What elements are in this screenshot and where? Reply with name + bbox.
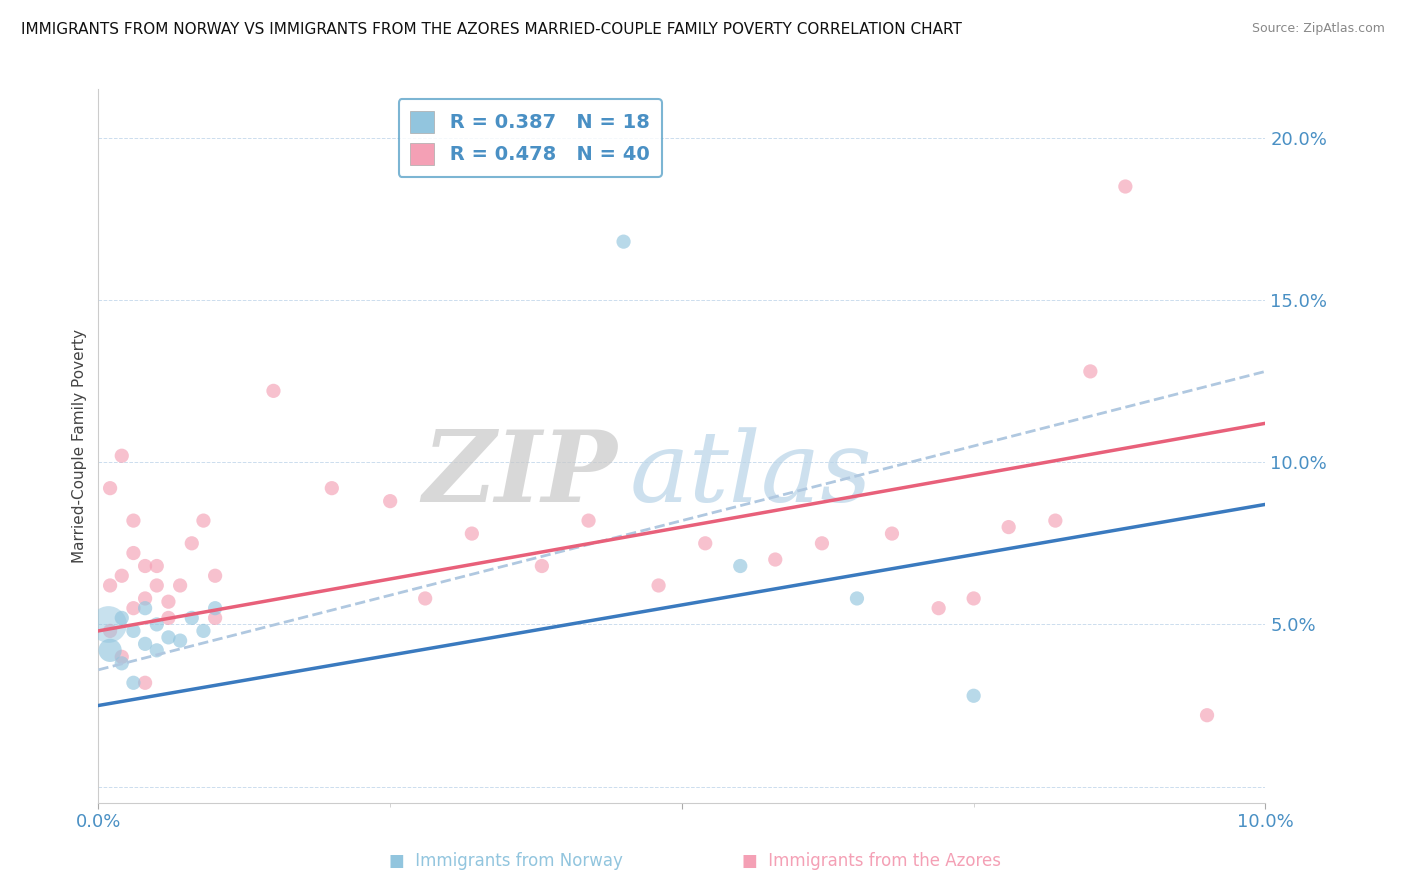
Text: ZIP: ZIP: [423, 426, 617, 523]
Point: [1195, 708, 1218, 723]
Point: [157, 631, 180, 645]
Text: atlas: atlas: [630, 427, 872, 522]
Point: [647, 578, 669, 592]
Point: [1114, 179, 1136, 194]
Point: [111, 449, 134, 463]
Point: [146, 643, 169, 657]
Point: [321, 481, 343, 495]
Point: [413, 591, 436, 606]
Point: [811, 536, 834, 550]
Point: [146, 617, 169, 632]
Point: [193, 514, 215, 528]
Point: [612, 235, 634, 249]
Point: [695, 536, 717, 550]
Point: [97, 617, 120, 632]
Point: [98, 624, 121, 638]
Point: [122, 514, 145, 528]
Point: [111, 568, 134, 582]
Text: ■  Immigrants from the Azores: ■ Immigrants from the Azores: [742, 852, 1001, 870]
Text: IMMIGRANTS FROM NORWAY VS IMMIGRANTS FROM THE AZORES MARRIED-COUPLE FAMILY POVER: IMMIGRANTS FROM NORWAY VS IMMIGRANTS FRO…: [21, 22, 962, 37]
Point: [146, 578, 169, 592]
Text: Source: ZipAtlas.com: Source: ZipAtlas.com: [1251, 22, 1385, 36]
Point: [134, 559, 156, 574]
Point: [180, 536, 202, 550]
Point: [180, 611, 202, 625]
Point: [122, 546, 145, 560]
Point: [111, 611, 134, 625]
Point: [204, 611, 226, 625]
Point: [134, 637, 156, 651]
Point: [880, 526, 903, 541]
Point: [997, 520, 1019, 534]
Point: [134, 601, 156, 615]
Point: [169, 633, 191, 648]
Point: [578, 514, 600, 528]
Point: [193, 624, 215, 638]
Point: [122, 601, 145, 615]
Point: [98, 578, 121, 592]
Point: [962, 689, 984, 703]
Point: [157, 611, 180, 625]
Point: [1045, 514, 1067, 528]
Point: [98, 481, 121, 495]
Point: [378, 494, 402, 508]
Point: [728, 559, 751, 574]
Point: [461, 526, 484, 541]
Point: [845, 591, 868, 606]
Point: [763, 552, 786, 566]
Text: ■  Immigrants from Norway: ■ Immigrants from Norway: [389, 852, 623, 870]
Point: [262, 384, 284, 398]
Point: [122, 624, 145, 638]
Point: [98, 643, 121, 657]
Point: [134, 591, 156, 606]
Point: [111, 649, 134, 664]
Point: [111, 657, 134, 671]
Point: [157, 595, 180, 609]
Y-axis label: Married-Couple Family Poverty: Married-Couple Family Poverty: [72, 329, 87, 563]
Point: [1080, 364, 1102, 378]
Point: [204, 568, 226, 582]
Point: [122, 675, 145, 690]
Point: [928, 601, 950, 615]
Point: [134, 675, 156, 690]
Point: [146, 559, 169, 574]
Point: [204, 601, 226, 615]
Point: [169, 578, 191, 592]
Legend:  R = 0.387   N = 18,  R = 0.478   N = 40: R = 0.387 N = 18, R = 0.478 N = 40: [398, 99, 662, 177]
Point: [530, 559, 553, 574]
Point: [962, 591, 984, 606]
